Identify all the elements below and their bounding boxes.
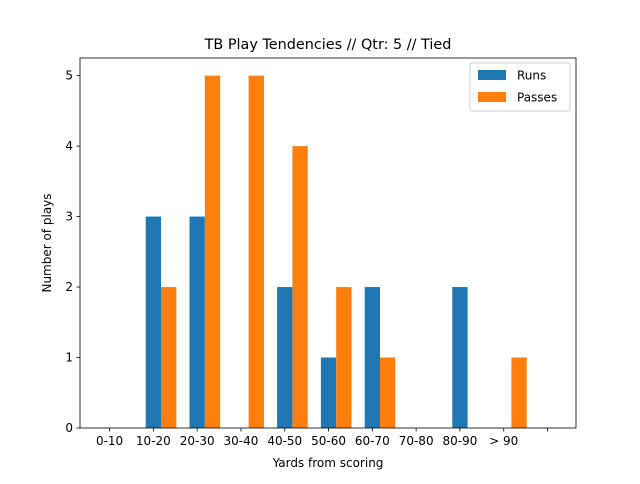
x-tick-label: > 90 [489, 434, 518, 448]
x-tick-label: 0-10 [96, 434, 123, 448]
y-tick-label: 4 [65, 139, 73, 153]
x-tick-label: 20-30 [180, 434, 215, 448]
x-axis: 0-10 10-20 20-30 30-40 40-50 50-60 60-70 70-80 8… [96, 428, 548, 448]
y-tick-label: 3 [65, 210, 73, 224]
bar-passes-1 [161, 287, 177, 428]
legend: Runs Passes [469, 62, 571, 112]
y-axis-label: Number of plays [40, 193, 54, 292]
x-tick-label: 70-80 [399, 434, 434, 448]
bar-passes-3 [248, 75, 264, 429]
x-tick-label: 50-60 [311, 434, 346, 448]
y-tick-label: 0 [65, 421, 73, 435]
y-tick-label: 2 [65, 280, 73, 294]
bar-passes-4 [292, 146, 308, 428]
chart-title: TB Play Tendencies // Qtr: 5 // Tied [204, 37, 452, 53]
bar-runs-6 [364, 287, 381, 428]
bar-passes-6 [380, 357, 396, 428]
bar-runs-1 [145, 216, 162, 428]
legend-swatch-passes [478, 92, 506, 102]
x-axis-label: Yards from scoring [272, 456, 384, 470]
x-tick-label: 10-20 [136, 434, 171, 448]
bar-runs-2 [189, 216, 205, 428]
bar-passes-2 [204, 75, 221, 429]
y-tick-label: 5 [65, 69, 73, 83]
x-tick-label: 80-90 [443, 434, 478, 448]
x-tick-label: 40-50 [267, 434, 302, 448]
plot-frame [79, 57, 577, 429]
bar-passes-9 [511, 357, 527, 428]
y-axis: 0 1 2 3 4 5 [65, 69, 80, 435]
bar-runs-8 [452, 287, 468, 428]
bar-runs-4 [277, 287, 293, 428]
x-tick-label: 60-70 [355, 434, 390, 448]
legend-label-runs: Runs [517, 69, 546, 83]
bar-passes-5 [336, 287, 352, 428]
bars-group [145, 75, 527, 429]
legend-swatch-runs [478, 70, 506, 80]
x-tick-label: 30-40 [224, 434, 259, 448]
y-tick-label: 1 [65, 351, 73, 365]
legend-label-passes: Passes [517, 91, 557, 105]
bar-runs-5 [320, 357, 337, 428]
